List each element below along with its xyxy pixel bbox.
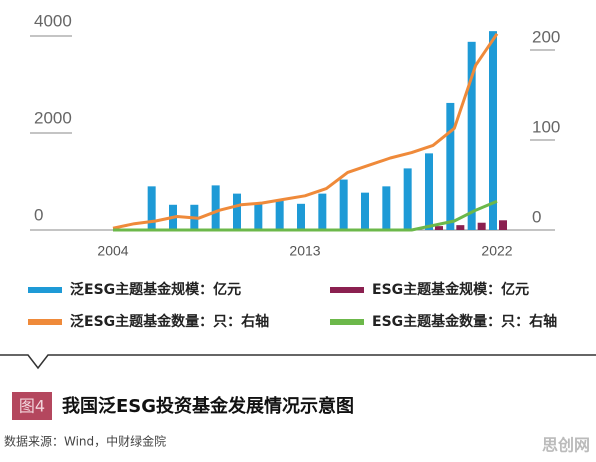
bar [254, 202, 263, 230]
bar [489, 31, 497, 231]
y2-tick-label: 100 [532, 117, 560, 136]
figure-title: 我国泛ESG投资基金发展情况示意图 [62, 395, 354, 417]
legend-swatch [330, 319, 364, 325]
bar [499, 220, 507, 230]
line [112, 32, 499, 230]
watermark: 思创网 [542, 436, 590, 455]
source: 数据来源：Wind，中财绿金院 [4, 434, 166, 449]
bar [147, 186, 156, 230]
legend-swatch [28, 319, 62, 325]
x-tick-label: 2022 [481, 243, 512, 259]
legend-label: ESG主题基金规模：亿元 [372, 281, 529, 298]
legend-label: 泛ESG主题基金规模：亿元 [70, 281, 241, 298]
bar [233, 193, 241, 230]
legend-label: 泛ESG主题基金数量：只：右轴 [70, 313, 269, 330]
x-tick-label: 2004 [97, 243, 128, 259]
y2-tick-label: 0 [532, 207, 541, 226]
bar [382, 186, 391, 230]
bar [361, 192, 369, 230]
figure-label: 图4 [19, 397, 45, 416]
bar [446, 102, 455, 230]
line [113, 199, 498, 232]
legend-label: ESG主题基金数量：只：右轴 [372, 313, 557, 330]
y2-tick-label: 200 [532, 27, 560, 46]
figure-label-box [12, 392, 52, 420]
bar [297, 203, 305, 230]
x-tick-label: 2013 [289, 243, 320, 259]
bar [456, 225, 465, 230]
y-tick-label: 0 [34, 205, 43, 224]
bar [477, 222, 486, 230]
legend-swatch [330, 287, 364, 293]
bar [425, 153, 433, 230]
divider [0, 354, 596, 370]
bar [275, 200, 284, 230]
y-tick-label: 4000 [34, 11, 72, 30]
y-tick-label: 2000 [34, 108, 72, 127]
bar [403, 168, 412, 230]
bar [211, 185, 220, 230]
bar [339, 179, 348, 230]
bar [467, 41, 476, 230]
bar [318, 193, 327, 230]
legend-swatch [28, 287, 62, 293]
bar [435, 226, 443, 230]
